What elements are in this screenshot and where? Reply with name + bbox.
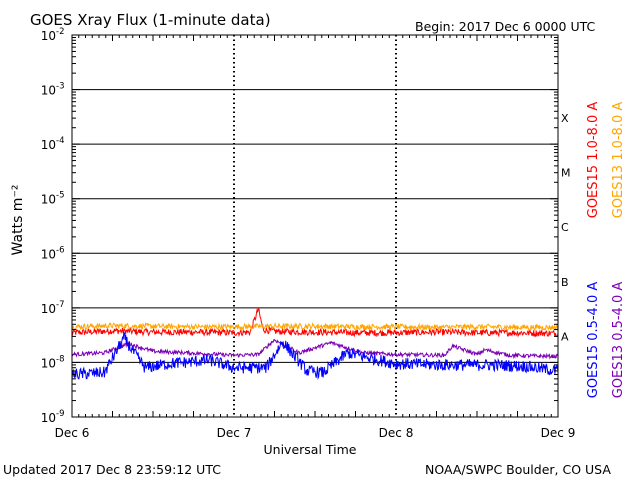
- x-tick-label: Dec 6: [55, 426, 90, 440]
- flare-class-label: A: [561, 330, 569, 343]
- y-tick-label: 10 -4: [41, 136, 65, 152]
- x-tick-labels: Dec 6 Dec 7 Dec 8 Dec 9: [55, 426, 576, 440]
- legend-entry: GOES15 0.5-4.0 A: [586, 282, 601, 399]
- x-tick-label: Dec 9: [541, 426, 576, 440]
- series-line: [71, 307, 559, 338]
- chart-title: GOES Xray Flux (1-minute data): [30, 11, 271, 29]
- series-line: [71, 339, 559, 360]
- credit: NOAA/SWPC Boulder, CO USA: [425, 462, 611, 477]
- flare-class-label: M: [561, 167, 571, 180]
- y-tick-label: 10 -2: [41, 27, 65, 43]
- y-tick-base: 10: [41, 138, 56, 152]
- y-tick-exponent: -9: [56, 409, 64, 419]
- y-tick-exponent: -5: [56, 191, 64, 201]
- y-tick-exponent: -2: [56, 27, 64, 37]
- y-tick-label: 10 -7: [41, 300, 65, 316]
- plot-series: [71, 307, 559, 381]
- flare-class-label: B: [561, 276, 569, 289]
- flare-class-labels: X M C B A: [561, 112, 571, 343]
- y-tick-base: 10: [41, 302, 56, 316]
- updated-time: Updated 2017 Dec 8 23:59:12 UTC: [3, 462, 221, 477]
- y-tick-label: 10 -6: [41, 245, 65, 261]
- y-tick-exponent: -7: [56, 300, 64, 310]
- legend: GOES15 1.0-8.0 A GOES13 1.0-8.0 A GOES15 0…: [586, 102, 626, 399]
- plot-grid: [72, 35, 558, 417]
- x-axis-label: Universal Time: [264, 442, 357, 457]
- y-tick-base: 10: [41, 29, 56, 43]
- y-tick-base: 10: [41, 247, 56, 261]
- y-tick-exponent: -4: [56, 136, 64, 146]
- series-line: [71, 321, 559, 332]
- legend-entry: GOES13 1.0-8.0 A: [611, 102, 626, 219]
- y-tick-base: 10: [41, 84, 56, 98]
- legend-entry: GOES15 1.0-8.0 A: [586, 102, 601, 219]
- y-tick-exponent: -3: [56, 82, 64, 92]
- plot-frame: [71, 34, 559, 418]
- y-tick-exponent: -8: [56, 354, 64, 364]
- y-tick-base: 10: [41, 411, 56, 425]
- y-tick-exponent: -6: [56, 245, 64, 255]
- y-tick-labels: 10-910-810-710-610-510-410-310-2: [41, 27, 65, 425]
- y-tick-label: 10 -9: [41, 409, 65, 425]
- plot-border: [71, 34, 559, 418]
- y-tick-label: 10 -3: [41, 82, 65, 98]
- y-axis-label: Watts m⁻²: [10, 185, 26, 256]
- y-tick-base: 10: [41, 193, 56, 207]
- series-line: [71, 331, 559, 381]
- legend-entry: GOES13 0.5-4.0 A: [611, 282, 626, 399]
- x-tick-label: Dec 7: [217, 426, 252, 440]
- x-tick-label: Dec 8: [379, 426, 414, 440]
- begin-time: Begin: 2017 Dec 6 0000 UTC: [415, 19, 595, 34]
- flare-class-label: C: [561, 221, 569, 234]
- flare-class-label: X: [561, 112, 569, 125]
- y-tick-base: 10: [41, 356, 56, 370]
- y-tick-label: 10 -5: [41, 191, 65, 207]
- y-tick-label: 10 -8: [41, 354, 65, 370]
